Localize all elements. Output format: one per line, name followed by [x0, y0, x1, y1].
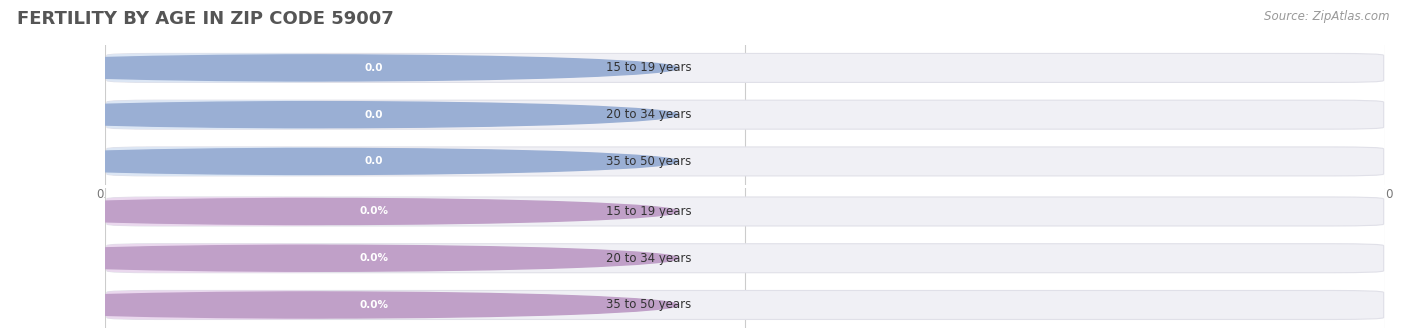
Text: 15 to 19 years: 15 to 19 years: [606, 205, 692, 218]
FancyBboxPatch shape: [337, 103, 411, 126]
FancyBboxPatch shape: [337, 293, 411, 317]
FancyBboxPatch shape: [337, 200, 411, 223]
Text: 0.0%: 0.0%: [360, 207, 388, 216]
FancyBboxPatch shape: [337, 150, 411, 173]
FancyBboxPatch shape: [107, 290, 1384, 319]
Text: 0.0: 0.0: [366, 110, 384, 120]
Text: 0.0: 0.0: [366, 63, 384, 73]
Circle shape: [0, 198, 678, 224]
Text: 20 to 34 years: 20 to 34 years: [606, 252, 692, 265]
FancyBboxPatch shape: [107, 147, 330, 176]
Text: 15 to 19 years: 15 to 19 years: [606, 61, 692, 75]
FancyBboxPatch shape: [107, 53, 330, 82]
Text: 35 to 50 years: 35 to 50 years: [606, 298, 692, 312]
Text: 35 to 50 years: 35 to 50 years: [606, 155, 692, 168]
FancyBboxPatch shape: [107, 100, 1384, 129]
FancyBboxPatch shape: [107, 197, 1384, 226]
FancyBboxPatch shape: [107, 290, 330, 319]
FancyBboxPatch shape: [107, 53, 1384, 82]
Circle shape: [0, 245, 678, 271]
Text: 0.0%: 0.0%: [360, 253, 388, 263]
Circle shape: [0, 55, 678, 81]
Text: FERTILITY BY AGE IN ZIP CODE 59007: FERTILITY BY AGE IN ZIP CODE 59007: [17, 10, 394, 28]
FancyBboxPatch shape: [107, 244, 330, 273]
FancyBboxPatch shape: [337, 247, 411, 270]
FancyBboxPatch shape: [107, 100, 330, 129]
Circle shape: [0, 148, 678, 175]
Text: 0.0: 0.0: [366, 156, 384, 166]
Text: 20 to 34 years: 20 to 34 years: [606, 108, 692, 121]
FancyBboxPatch shape: [107, 147, 1384, 176]
Text: Source: ZipAtlas.com: Source: ZipAtlas.com: [1264, 10, 1389, 23]
FancyBboxPatch shape: [107, 244, 1384, 273]
Text: 0.0%: 0.0%: [360, 300, 388, 310]
FancyBboxPatch shape: [337, 56, 411, 80]
FancyBboxPatch shape: [107, 197, 330, 226]
Circle shape: [0, 292, 678, 318]
Circle shape: [0, 102, 678, 128]
